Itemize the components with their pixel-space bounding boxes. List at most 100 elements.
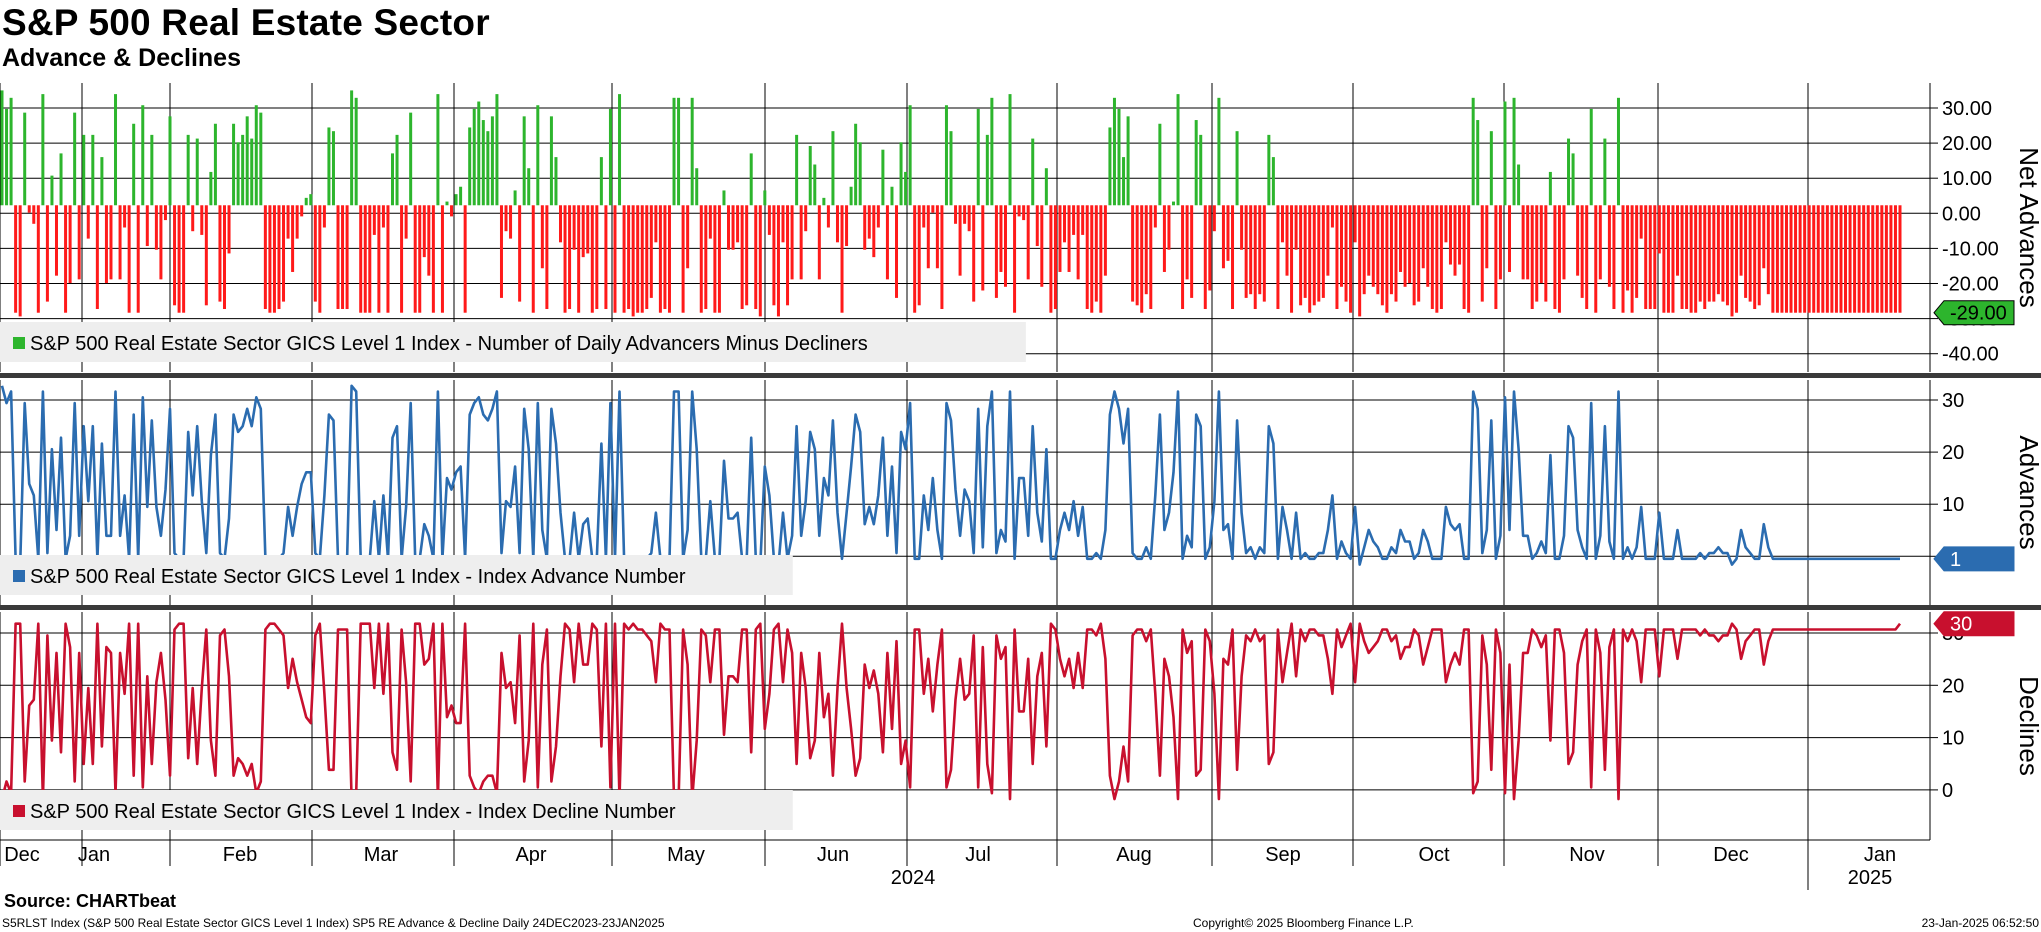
net-advance-bar (1762, 205, 1766, 269)
net-advance-bar (18, 205, 22, 317)
net-advance-bar (481, 120, 485, 206)
x-month-label: Apr (515, 844, 546, 866)
net-advance-bar (817, 205, 821, 280)
net-advance-bar (1022, 205, 1026, 221)
net-advance-bar (1866, 205, 1870, 313)
net-advance-bar (127, 205, 131, 313)
net-advance-bar (1794, 205, 1798, 313)
net-advance-bar (1757, 205, 1761, 306)
net-advance-bar (1194, 120, 1198, 206)
net-advance-bar (958, 205, 962, 276)
net-advance-bar (91, 134, 95, 206)
net-advance-bar (1421, 205, 1425, 269)
net-advance-bar (1090, 205, 1094, 313)
net-advance-bar (1853, 205, 1857, 313)
net-advance-bar (790, 205, 794, 280)
y-tick-label: -10.00 (1942, 238, 1999, 260)
net-advance-bar (1317, 205, 1321, 302)
net-advance-bar (1117, 108, 1121, 206)
declines-line (0, 622, 1902, 801)
net-advance-bar (1630, 205, 1634, 313)
net-advance-bar (1176, 94, 1180, 206)
net-advance-bar (490, 116, 494, 206)
net-advance-bar (1412, 205, 1416, 306)
y-tick-label: -40.00 (1942, 344, 1999, 366)
net-advance-bar (799, 205, 803, 280)
net-advance-bar (377, 205, 381, 313)
net-advance-bar (772, 205, 776, 306)
net-advance-bar (286, 205, 290, 239)
net-advance-bar (704, 205, 708, 310)
net-advance-bar (1476, 120, 1480, 206)
net-advance-bar (0, 90, 4, 206)
net-advance-bar (863, 205, 867, 250)
net-advance-bar (232, 123, 236, 206)
net-advance-bar (876, 205, 880, 228)
net-advance-bar (1462, 205, 1466, 310)
net-advance-bar (1503, 101, 1507, 206)
y-tick-label: 30 (1942, 390, 1964, 412)
net-advance-bar (1053, 205, 1057, 310)
net-advance-bar (1253, 205, 1257, 310)
net-advance-bar (522, 116, 526, 206)
net-advance-bar (1371, 205, 1375, 287)
net-advance-bar (1126, 116, 1130, 206)
net-advance-bar (1816, 205, 1820, 313)
net-advance-bar (1839, 205, 1843, 313)
net-advance-bar (595, 205, 599, 310)
net-advance-bar (209, 171, 213, 206)
net-advance-bar (1616, 97, 1620, 206)
net-advance-bar (1753, 205, 1757, 310)
net-advance-bar (963, 205, 967, 224)
net-advance-bar (159, 205, 163, 280)
last-value-tag (1933, 300, 2015, 326)
net-advance-bar (272, 205, 276, 313)
y-axis-title: Advances (2014, 435, 2041, 549)
x-month-label: Jun (817, 844, 849, 866)
net-advance-bar (1467, 205, 1471, 313)
y-axis-title: Declines (2014, 676, 2041, 776)
net-advance-bar (1884, 205, 1888, 313)
net-advance-bar (1680, 205, 1684, 310)
legend-box (0, 555, 793, 595)
x-month-label: Dec (4, 844, 40, 866)
net-advance-bar (386, 205, 390, 313)
net-advance-bar (1571, 153, 1575, 206)
net-advance-bar (1844, 205, 1848, 313)
net-advance-bar (1244, 205, 1248, 298)
net-advance-bar (1548, 171, 1552, 206)
net-advance-bar (1362, 205, 1366, 295)
net-advance-bar (1221, 205, 1225, 269)
net-advance-bar (440, 205, 444, 313)
net-advance-bar (1013, 205, 1017, 313)
net-advance-bar (450, 205, 454, 217)
net-advance-bar (1231, 205, 1235, 310)
net-advance-bar (1335, 205, 1339, 310)
net-advance-bar (213, 123, 217, 206)
footer-copyright: Copyright© 2025 Bloomberg Finance L.P. (1193, 916, 1414, 930)
net-advance-bar (1530, 205, 1534, 310)
net-advance-bar (536, 105, 540, 206)
x-month-label: Jan (78, 844, 110, 866)
net-advance-bar (990, 97, 994, 206)
net-advance-bar (1784, 205, 1788, 313)
net-advance-bar (241, 134, 245, 206)
net-advance-bar (77, 205, 81, 280)
net-advance-bar (141, 105, 145, 206)
net-advance-bar (677, 97, 681, 206)
net-advance-bar (445, 201, 449, 206)
net-advance-bar (1439, 205, 1443, 310)
net-advance-bar (1249, 205, 1253, 295)
net-advance-bar (313, 205, 317, 302)
net-advance-bar (1049, 205, 1053, 313)
y-tick-label: 20.00 (1942, 133, 1992, 155)
net-advance-bar (1898, 205, 1902, 313)
net-advance-bar (132, 123, 136, 206)
net-advance-bar (904, 171, 908, 206)
net-advance-bar (1453, 205, 1457, 276)
net-advance-bar (463, 205, 467, 313)
net-advance-bar (581, 205, 585, 258)
net-advance-bar (1671, 205, 1675, 313)
net-advance-bar (1140, 205, 1144, 313)
net-advance-bar (1162, 205, 1166, 272)
